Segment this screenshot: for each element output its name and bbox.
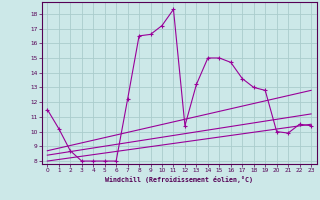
X-axis label: Windchill (Refroidissement éolien,°C): Windchill (Refroidissement éolien,°C) (105, 176, 253, 183)
